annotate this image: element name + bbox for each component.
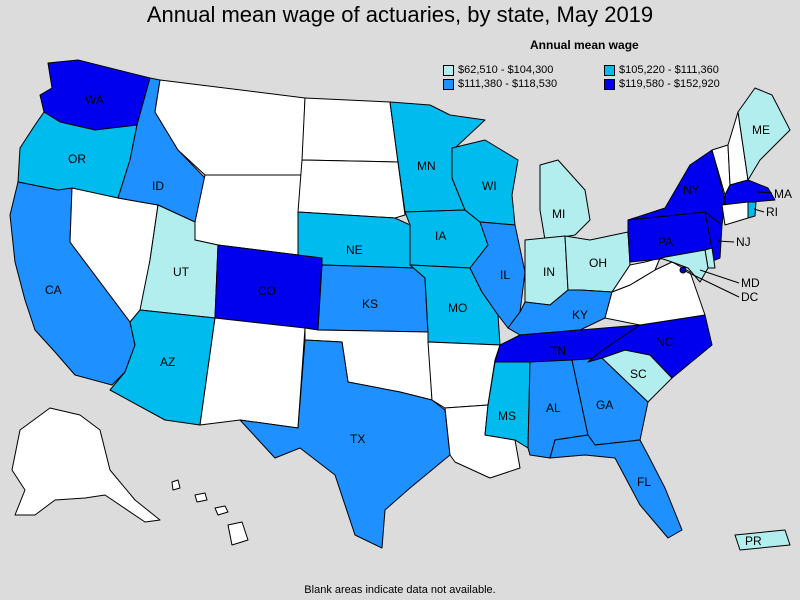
state-pr[interactable] [734,529,791,551]
state-label-ny: NY [683,183,700,197]
state-label-dc: DC [741,290,759,304]
state-label-il: IL [500,268,510,282]
legend-item-3: $111,380 - $118,530 [443,78,557,90]
state-label-or: OR [68,152,86,166]
state-label-co: CO [258,284,276,298]
state-sd[interactable] [297,159,406,219]
state-label-id: ID [152,179,164,193]
state-label-mn: MN [417,159,436,173]
state-label-ne: NE [346,243,363,257]
legend-item-1: $62,510 - $104,300 [443,64,553,76]
state-label-ca: CA [45,283,62,297]
legend-swatch-3 [443,78,454,90]
state-label-ga: GA [596,398,613,412]
footnote: Blank areas indicate data not available. [304,584,496,596]
state-hi-3[interactable] [214,505,229,516]
state-nc[interactable] [587,314,713,379]
state-label-az: AZ [160,355,175,369]
state-md[interactable] [659,249,709,283]
state-label-pa: PA [658,235,673,249]
state-label-tn: TN [550,344,566,358]
state-nj[interactable] [704,211,723,263]
state-label-ut: UT [173,265,190,279]
state-label-wi: WI [482,179,497,193]
state-label-wa: WA [85,93,104,107]
legend-label-3: $111,380 - $118,530 [458,78,558,90]
state-hi-1[interactable] [171,479,181,491]
state-mi[interactable] [539,159,591,241]
legend-title: Annual mean wage [530,38,639,52]
legend-label-4: $119,580 - $152,920 [619,78,720,90]
state-label-ma: MA [774,187,792,201]
state-ak[interactable] [11,407,161,523]
state-label-mo: MO [448,301,467,315]
state-nd[interactable] [301,97,399,163]
state-nm[interactable] [199,317,306,429]
state-ri[interactable] [747,201,757,219]
state-label-fl: FL [637,475,651,489]
state-label-ia: IA [435,229,446,243]
legend-swatch-1 [443,64,454,76]
legend-swatch-4 [604,78,615,90]
state-label-tx: TX [350,432,365,446]
leader-line-md [699,269,740,284]
state-hi-4[interactable] [227,521,249,546]
state-label-ky: KY [572,308,588,322]
state-label-ri: RI [766,205,778,219]
state-hi-2[interactable] [194,492,208,503]
leader-line-ri [753,208,765,213]
leader-line-ma [756,191,773,194]
legend-item-4: $119,580 - $152,920 [604,78,720,90]
map-title: Annual mean wage of actuaries, by state,… [146,2,654,27]
state-label-md: MD [741,276,760,290]
leader-line-nj [717,240,735,243]
leader-line-dc [682,269,740,298]
legend-label-2: $105,220 - $111,360 [619,64,719,76]
state-label-nj: NJ [736,235,751,249]
state-label-ms: MS [498,409,516,423]
legend-swatch-2 [604,64,615,76]
legend-item-2: $105,220 - $111,360 [604,64,719,76]
state-fl[interactable] [549,434,683,539]
state-label-al: AL [546,401,561,415]
state-label-ks: KS [362,297,378,311]
state-label-me: ME [752,123,770,137]
state-label-nc: NC [656,335,674,349]
state-label-pr: PR [745,534,762,548]
state-tx[interactable] [239,339,451,549]
legend-label-1: $62,510 - $104,300 [458,64,554,76]
state-ny[interactable] [627,149,726,226]
state-label-in: IN [543,265,555,279]
state-ct[interactable] [721,201,749,226]
state-label-sc: SC [630,367,647,381]
state-il[interactable] [469,221,526,329]
state-label-mi: MI [552,207,565,221]
state-label-oh: OH [589,256,607,270]
